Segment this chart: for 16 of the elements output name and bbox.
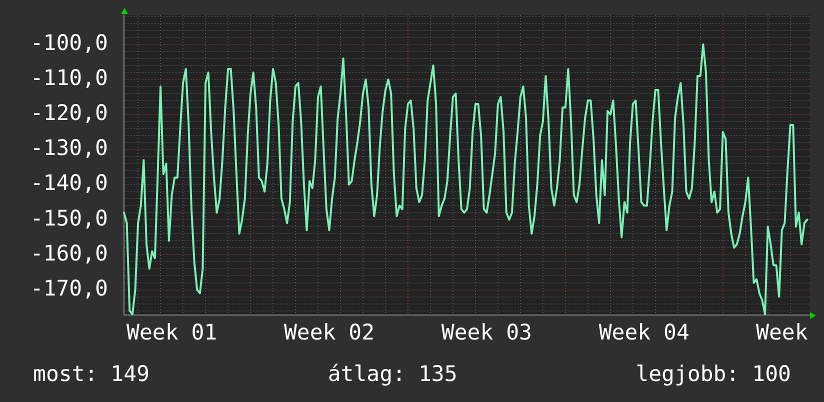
- y-tick-label: -130,0: [30, 136, 108, 162]
- y-tick-label: -120,0: [30, 101, 108, 126]
- x-tick-label: Week 02: [284, 320, 375, 346]
- x-tick-label: Week 04: [598, 320, 690, 346]
- text: legjobb: 100: [636, 361, 791, 389]
- x-tick-label: Week 01: [126, 320, 218, 346]
- y-tick-label: -140,0: [30, 171, 108, 196]
- text: átlag: 135: [328, 361, 458, 389]
- y-tick-label: -110,0: [30, 66, 108, 92]
- text: most: 149: [33, 361, 150, 389]
- y-tick-label: -170,0: [30, 276, 108, 302]
- x-tick-label: Week 03: [441, 320, 532, 346]
- y-tick-label: -150,0: [30, 206, 108, 232]
- y-tick-label: -100,0: [30, 31, 108, 56]
- x-tick-label: Week: [756, 320, 808, 346]
- y-tick-label: -160,0: [30, 241, 108, 266]
